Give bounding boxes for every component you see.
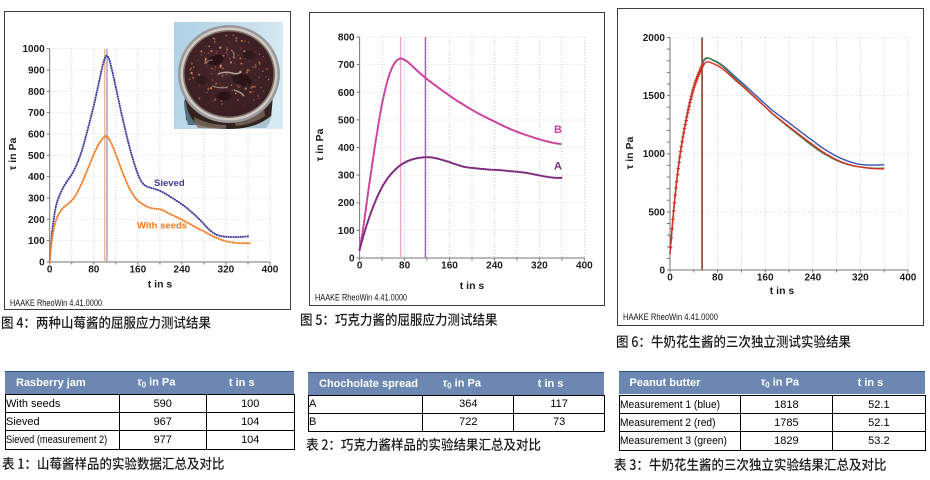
svg-text:HAAKE RheoWin 4.41.0000: HAAKE RheoWin 4.41.0000 <box>315 293 407 303</box>
svg-text:500: 500 <box>648 207 665 218</box>
svg-text:300: 300 <box>28 194 45 205</box>
svg-text:160: 160 <box>441 261 458 272</box>
svg-text:200: 200 <box>28 215 45 226</box>
svg-text:0: 0 <box>357 261 363 272</box>
svg-text:0: 0 <box>667 273 673 284</box>
svg-text:With seeds: With seeds <box>137 221 187 232</box>
svg-text:400: 400 <box>262 265 279 276</box>
svg-text:320: 320 <box>531 261 548 272</box>
svg-text:600: 600 <box>28 130 45 141</box>
svg-text:t in s: t in s <box>770 285 795 297</box>
svg-text:80: 80 <box>399 261 411 272</box>
svg-text:240: 240 <box>486 261 503 272</box>
svg-text:t in s: t in s <box>148 279 173 291</box>
svg-text:700: 700 <box>338 60 355 71</box>
svg-text:HAAKE RheoWin 4.41.0000: HAAKE RheoWin 4.41.0000 <box>10 298 102 308</box>
svg-text:160: 160 <box>757 273 774 284</box>
svg-text:1500: 1500 <box>643 91 666 102</box>
svg-text:400: 400 <box>576 261 593 272</box>
svg-text:320: 320 <box>852 273 869 284</box>
svg-text:1000: 1000 <box>643 149 666 160</box>
svg-text:100: 100 <box>338 226 355 237</box>
svg-text:τ in Pa: τ in Pa <box>624 136 636 169</box>
svg-text:1000: 1000 <box>22 44 45 55</box>
svg-text:800: 800 <box>338 33 355 44</box>
svg-text:600: 600 <box>338 88 355 99</box>
svg-text:0: 0 <box>47 265 53 276</box>
svg-text:B: B <box>554 124 562 136</box>
svg-text:160: 160 <box>129 265 146 276</box>
svg-text:200: 200 <box>338 198 355 209</box>
svg-text:τ in Pa: τ in Pa <box>7 137 19 170</box>
svg-text:80: 80 <box>712 273 724 284</box>
svg-text:2000: 2000 <box>643 33 666 44</box>
svg-text:100: 100 <box>28 236 45 247</box>
svg-text:HAAKE RheoWin 4.41.0000: HAAKE RheoWin 4.41.0000 <box>623 312 718 322</box>
svg-text:0: 0 <box>39 258 45 269</box>
svg-text:500: 500 <box>28 151 45 162</box>
svg-text:700: 700 <box>28 108 45 119</box>
svg-text:0: 0 <box>349 254 355 265</box>
svg-text:t in s: t in s <box>460 280 485 292</box>
svg-text:500: 500 <box>338 115 355 126</box>
svg-text:400: 400 <box>900 273 917 284</box>
svg-text:900: 900 <box>28 66 45 77</box>
svg-text:300: 300 <box>338 171 355 182</box>
svg-text:240: 240 <box>174 265 191 276</box>
svg-text:400: 400 <box>28 172 45 183</box>
svg-text:Sieved: Sieved <box>154 178 185 189</box>
svg-text:A: A <box>554 161 562 173</box>
svg-text:320: 320 <box>218 265 235 276</box>
svg-text:240: 240 <box>804 273 821 284</box>
svg-text:0: 0 <box>659 266 665 277</box>
svg-text:400: 400 <box>338 143 355 154</box>
svg-text:80: 80 <box>88 265 100 276</box>
svg-text:τ in Pa: τ in Pa <box>314 128 326 161</box>
svg-text:800: 800 <box>28 87 45 98</box>
